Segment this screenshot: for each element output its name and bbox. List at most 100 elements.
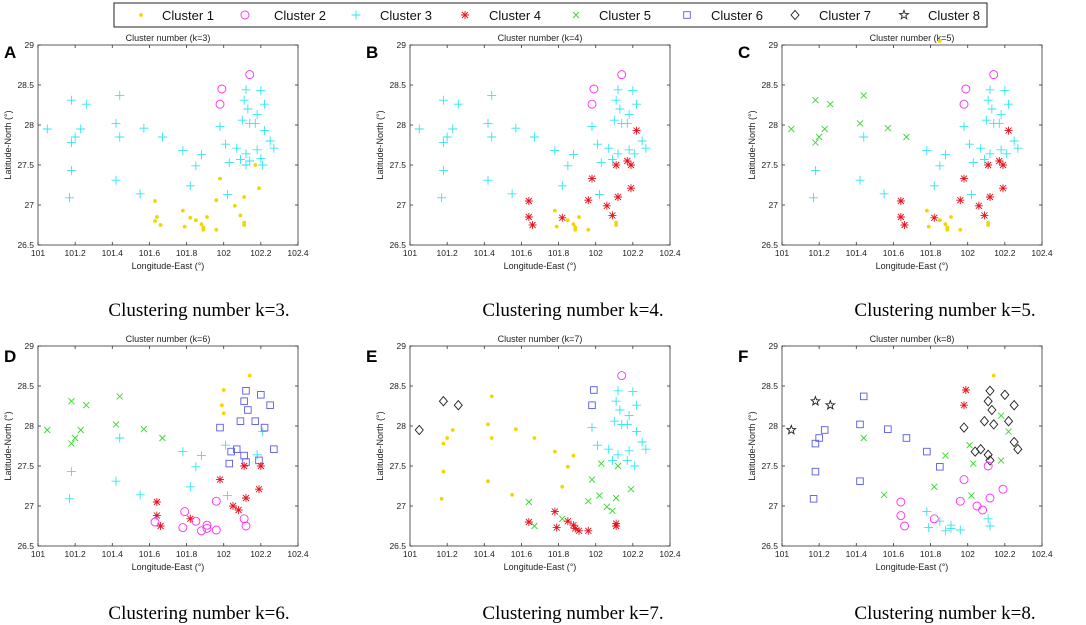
x-tick-label: 101.2 — [65, 248, 87, 258]
data-point-cluster-5 — [597, 460, 605, 467]
data-point-cluster-5 — [612, 494, 620, 502]
panel-caption: Clustering number k=6. — [108, 603, 289, 624]
data-point-cluster-2 — [959, 475, 969, 485]
x-tick-label: 102 — [961, 248, 975, 258]
data-point-cluster-7 — [985, 385, 995, 397]
data-point-cluster-5 — [77, 426, 85, 434]
panel-letter: B — [366, 43, 378, 62]
data-point-cluster-7 — [989, 419, 999, 430]
data-point-cluster-5 — [884, 124, 892, 132]
data-point-cluster-4 — [930, 213, 939, 222]
data-point-cluster-1 — [441, 441, 446, 446]
data-point-cluster-4 — [152, 511, 161, 520]
data-point-cluster-6 — [244, 406, 252, 414]
data-point-cluster-3 — [632, 99, 642, 109]
data-point-cluster-3 — [550, 146, 560, 156]
data-point-cluster-4 — [602, 201, 611, 210]
data-point-cluster-1 — [486, 479, 490, 484]
x-tick-label: 102.2 — [250, 549, 272, 559]
data-point-cluster-1 — [949, 215, 953, 219]
data-point-cluster-5 — [942, 452, 949, 459]
x-tick-label: 101.2 — [809, 248, 831, 258]
data-point-cluster-3 — [615, 104, 625, 114]
data-point-cluster-3 — [611, 95, 621, 105]
data-point-cluster-3 — [983, 95, 993, 105]
data-point-cluster-5 — [860, 434, 868, 442]
x-tick-label: 102.4 — [287, 248, 309, 258]
asterisk-icon — [461, 11, 469, 19]
y-tick-label: 26.5 — [389, 240, 406, 250]
x-tick-label: 102.2 — [250, 248, 272, 258]
y-tick-label: 29 — [397, 341, 407, 351]
data-point-cluster-7 — [1013, 443, 1023, 455]
data-point-cluster-4 — [152, 498, 161, 506]
x-tick-label: 102.4 — [1031, 248, 1053, 258]
y-tick-label: 28 — [397, 421, 407, 431]
data-point-cluster-5 — [880, 491, 888, 499]
data-point-cluster-3 — [221, 139, 231, 149]
cross-icon — [572, 11, 580, 19]
plot-area — [37, 345, 299, 547]
x-tick-label: 101.4 — [102, 248, 124, 258]
data-point-cluster-1 — [937, 39, 942, 43]
data-point-cluster-4 — [234, 506, 243, 514]
data-point-cluster-3 — [135, 189, 145, 199]
x-axis-label: Longitude-East (°) — [876, 562, 949, 572]
panel-caption: Clustering number k=4. — [482, 300, 663, 321]
x-tick-label: 101 — [775, 549, 789, 559]
data-point-cluster-3 — [611, 396, 621, 406]
data-point-cluster-3 — [65, 193, 75, 203]
data-point-cluster-1 — [586, 227, 591, 232]
data-point-cluster-5 — [968, 492, 975, 499]
data-point-cluster-2 — [989, 70, 999, 80]
data-point-cluster-3 — [438, 95, 448, 105]
data-point-cluster-5 — [159, 434, 166, 442]
data-point-cluster-3 — [81, 99, 91, 109]
data-point-cluster-3 — [215, 122, 225, 132]
data-point-cluster-5 — [787, 125, 795, 133]
data-point-cluster-3 — [879, 189, 889, 199]
data-point-cluster-3 — [111, 476, 121, 486]
data-point-cluster-3 — [76, 124, 86, 134]
data-point-cluster-1 — [614, 223, 619, 227]
data-point-cluster-3 — [224, 158, 234, 168]
panel-F: F Cluster number (k=8) 101 101.2 101.4 101.6 1… — [738, 334, 1053, 624]
data-point-cluster-1 — [257, 186, 261, 191]
data-point-cluster-3 — [809, 193, 819, 203]
data-point-cluster-7 — [1009, 436, 1019, 448]
data-point-cluster-1 — [513, 427, 518, 432]
data-point-cluster-5 — [609, 507, 616, 515]
panel-caption: Clustering number k=3. — [108, 300, 289, 321]
data-point-cluster-6 — [251, 417, 260, 425]
data-point-cluster-3 — [613, 450, 623, 460]
data-point-cluster-5 — [812, 139, 819, 146]
data-point-cluster-5 — [860, 92, 868, 99]
data-point-cluster-3 — [613, 386, 623, 396]
legend: Cluster 1 Cluster 2 Cluster 3 Cluster 4 Clus… — [113, 2, 988, 28]
square-icon — [683, 11, 691, 19]
data-point-cluster-3 — [235, 154, 245, 164]
data-point-cluster-2 — [239, 514, 249, 524]
plot-area — [781, 44, 1043, 246]
data-point-cluster-3 — [483, 175, 493, 185]
data-point-cluster-2 — [241, 521, 251, 531]
data-point-cluster-3 — [438, 166, 448, 176]
data-point-cluster-7 — [1000, 389, 1010, 401]
data-point-cluster-4 — [627, 184, 635, 193]
y-tick-label: 29 — [25, 40, 35, 50]
data-point-cluster-1 — [571, 222, 576, 227]
y-axis-label: Latitude-North (°) — [3, 411, 13, 480]
data-point-cluster-3 — [178, 146, 188, 156]
data-point-cluster-6 — [270, 445, 278, 453]
plus-icon — [351, 10, 361, 20]
data-point-cluster-3 — [237, 115, 247, 125]
x-tick-label: 102.4 — [1031, 549, 1053, 559]
data-point-cluster-3 — [1009, 136, 1019, 146]
y-tick-label: 27 — [25, 501, 35, 511]
data-point-cluster-5 — [856, 120, 864, 127]
data-point-cluster-1 — [242, 195, 247, 199]
data-point-cluster-3 — [252, 110, 262, 120]
data-point-cluster-3 — [185, 181, 195, 191]
data-point-cluster-3 — [453, 99, 463, 109]
legend-label: Cluster 2 — [274, 8, 326, 23]
